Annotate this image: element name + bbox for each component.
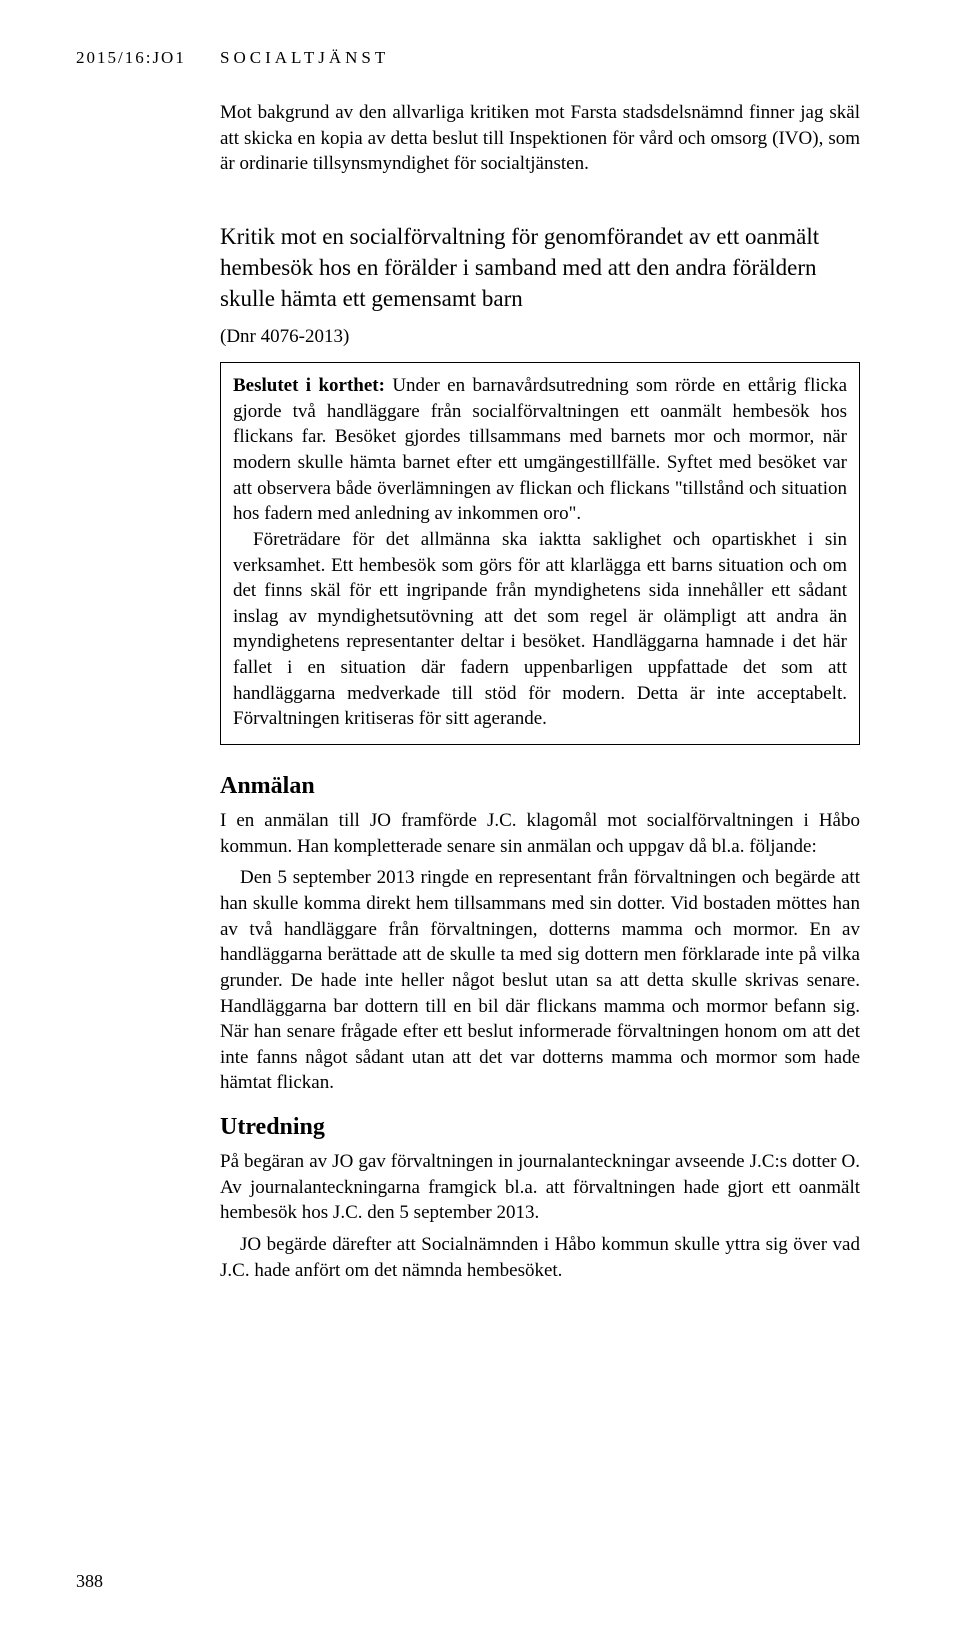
summary-lead: Beslutet i korthet:	[233, 375, 385, 396]
anmalan-p2: Den 5 september 2013 ringde en represent…	[220, 865, 860, 1096]
summary-box: Beslutet i korthet: Under en barnavårdsu…	[220, 362, 860, 745]
intro-paragraph: Mot bakgrund av den allvarliga kritiken …	[220, 100, 860, 177]
anmalan-p1: I en anmälan till JO framförde J.C. klag…	[220, 808, 860, 859]
utredning-heading: Utredning	[220, 1114, 860, 1141]
anmalan-heading: Anmälan	[220, 773, 860, 800]
utredning-p2: JO begärde därefter att Socialnämnden i …	[220, 1232, 860, 1283]
utredning-p1: På begäran av JO gav förvaltningen in jo…	[220, 1149, 860, 1226]
summary-p1-text: Under en barnavårdsutredning som rörde e…	[233, 375, 847, 524]
summary-p1: Beslutet i korthet: Under en barnavårdsu…	[233, 373, 847, 527]
doc-id-header: 2015/16:JO1	[76, 48, 186, 68]
summary-p2: Företrädare för det allmänna ska iaktta …	[233, 527, 847, 732]
main-content: Mot bakgrund av den allvarliga kritiken …	[220, 100, 860, 1289]
case-title: Kritik mot en socialförvaltning för geno…	[220, 221, 860, 314]
doc-section-header: SOCIALTJÄNST	[220, 48, 389, 68]
page-number: 388	[76, 1571, 103, 1592]
case-dnr: (Dnr 4076-2013)	[220, 326, 860, 348]
